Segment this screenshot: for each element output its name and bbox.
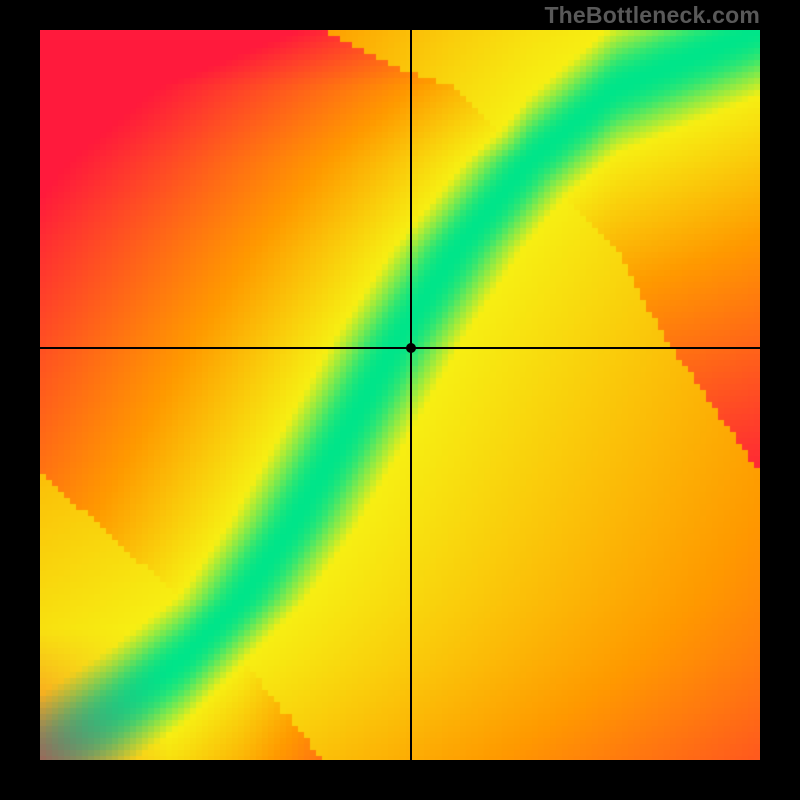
watermark-text: TheBottleneck.com [544,2,760,29]
heatmap-plot [40,30,760,760]
heatmap-canvas [40,30,760,760]
crosshair-marker [406,343,416,353]
crosshair-vertical [410,30,412,760]
chart-container: TheBottleneck.com [0,0,800,800]
crosshair-horizontal [40,347,760,349]
